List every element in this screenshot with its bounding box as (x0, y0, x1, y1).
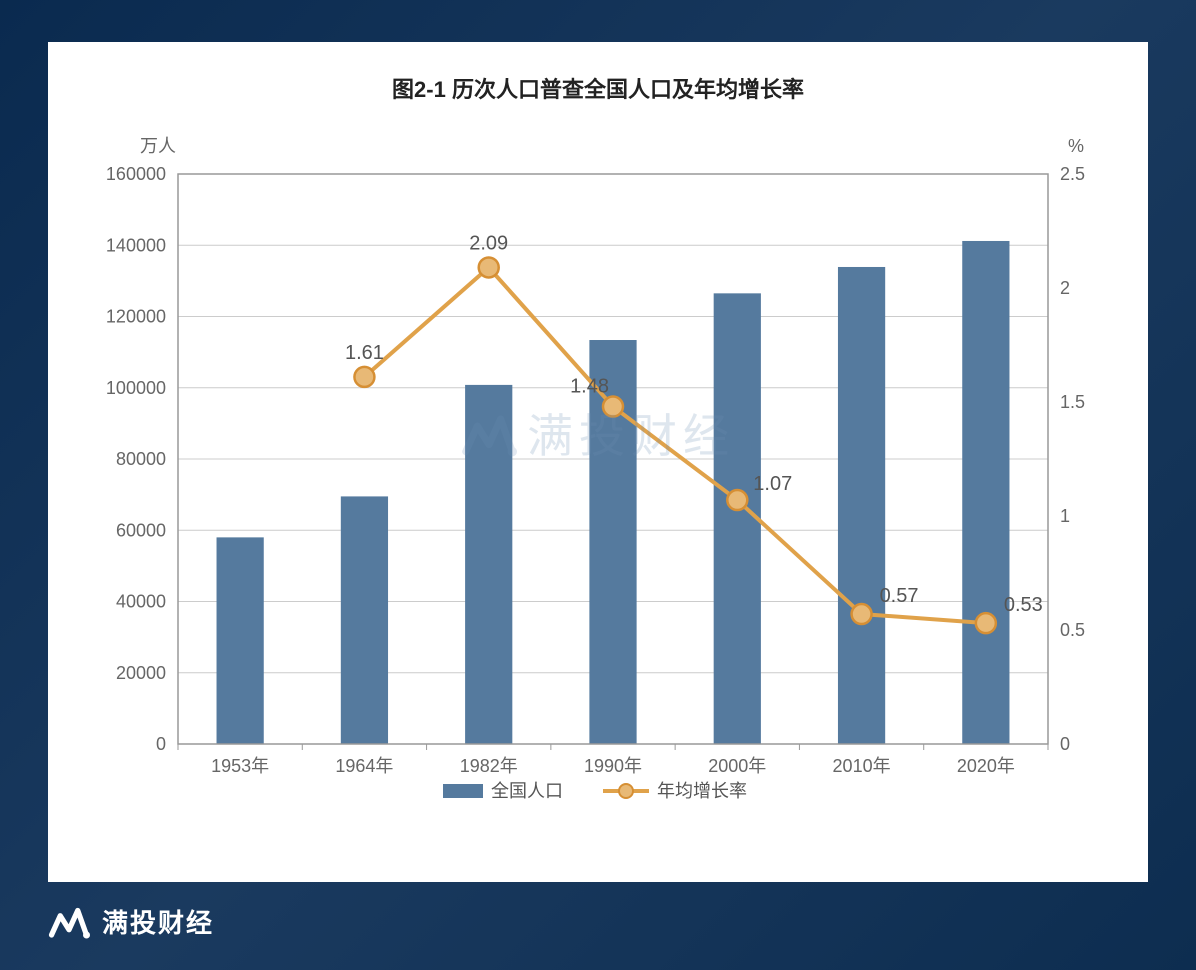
svg-text:1.48: 1.48 (570, 376, 609, 398)
svg-text:1982年: 1982年 (460, 756, 518, 776)
svg-text:1.5: 1.5 (1060, 392, 1085, 412)
svg-text:0: 0 (156, 734, 166, 754)
svg-text:年均增长率: 年均增长率 (657, 781, 747, 801)
svg-text:1.07: 1.07 (753, 473, 792, 495)
svg-text:全国人口: 全国人口 (491, 781, 563, 801)
svg-text:120000: 120000 (106, 307, 166, 327)
svg-text:0.53: 0.53 (1004, 594, 1043, 616)
svg-text:2: 2 (1060, 278, 1070, 298)
svg-text:60000: 60000 (116, 520, 166, 540)
svg-text:1964年: 1964年 (335, 756, 393, 776)
svg-text:2.09: 2.09 (469, 232, 508, 254)
footer-logo-icon (48, 900, 90, 942)
chart-card: 图2-1 历次人口普查全国人口及年均增长率 满投财经 0200004000060… (48, 42, 1148, 882)
svg-text:%: % (1068, 136, 1084, 156)
svg-text:80000: 80000 (116, 449, 166, 469)
svg-text:2.5: 2.5 (1060, 164, 1085, 184)
svg-text:0: 0 (1060, 734, 1070, 754)
svg-text:1.61: 1.61 (345, 342, 384, 364)
svg-text:2020年: 2020年 (957, 756, 1015, 776)
footer-brand: 满投财经 (48, 900, 214, 942)
svg-text:160000: 160000 (106, 164, 166, 184)
svg-text:1953年: 1953年 (211, 756, 269, 776)
svg-text:1: 1 (1060, 506, 1070, 526)
svg-text:万人: 万人 (140, 136, 176, 156)
svg-text:0.57: 0.57 (880, 585, 919, 607)
svg-text:140000: 140000 (106, 235, 166, 255)
svg-text:40000: 40000 (116, 592, 166, 612)
plot-area: 满投财经 02000040000600008000010000012000014… (68, 114, 1128, 874)
chart-title: 图2-1 历次人口普查全国人口及年均增长率 (68, 72, 1128, 104)
chart-svg: 0 20000 40000 60000 80000 100000 120000 140000 1… (68, 114, 1128, 874)
svg-text:20000: 20000 (116, 663, 166, 683)
svg-text:2000年: 2000年 (708, 756, 766, 776)
svg-text:1990年: 1990年 (584, 756, 642, 776)
svg-text:2010年: 2010年 (833, 756, 891, 776)
svg-text:100000: 100000 (106, 378, 166, 398)
footer-brand-text: 满投财经 (102, 903, 214, 940)
svg-text:0.5: 0.5 (1060, 620, 1085, 640)
